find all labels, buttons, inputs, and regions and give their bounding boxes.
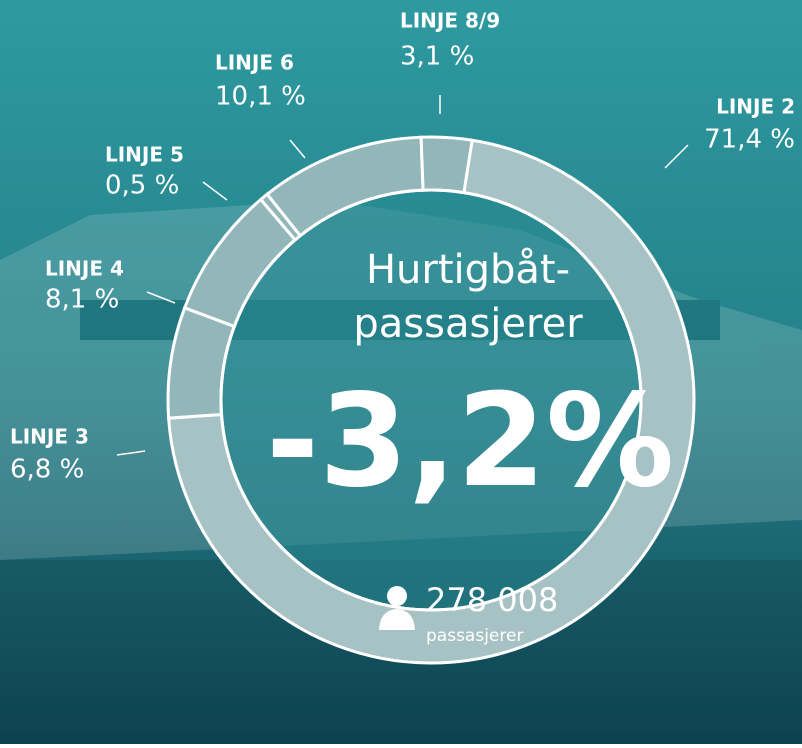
segment-name: LINJE 5 — [105, 143, 184, 167]
segment-value: 0,5 % — [105, 171, 179, 201]
segment-value: 8,1 % — [45, 285, 119, 315]
segment-value: 71,4 % — [704, 125, 795, 155]
segment-name: LINJE 4 — [45, 257, 124, 281]
infographic: Hurtigbåt- passasjerer -3,2% 278 008 pas… — [0, 0, 802, 744]
passenger-count: 278 008 — [426, 581, 558, 619]
change-value: -3,2% — [266, 367, 674, 516]
passenger-unit: passasjerer — [426, 626, 523, 646]
center-title: passasjerer — [353, 301, 583, 347]
segment-name: LINJE 6 — [215, 51, 294, 75]
segment-value: 6,8 % — [10, 455, 84, 485]
center-title: Hurtigbåt- — [366, 247, 570, 293]
segment-name: LINJE 2 — [716, 95, 795, 119]
segment-value: 3,1 % — [400, 42, 474, 72]
segment-name: LINJE 8/9 — [400, 9, 500, 33]
segment-name: LINJE 3 — [10, 425, 89, 449]
segment-value: 10,1 % — [215, 82, 306, 112]
donut-segment — [421, 137, 472, 193]
